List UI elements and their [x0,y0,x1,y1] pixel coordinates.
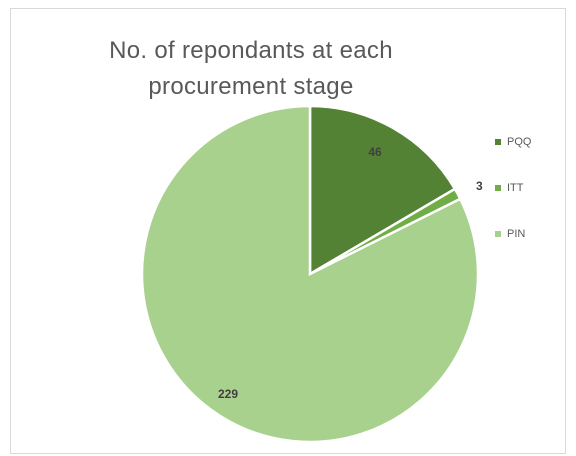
legend-item-pin: PIN [495,227,531,241]
legend-item-itt: ITT [495,181,531,195]
data-label-pin: 229 [218,387,238,401]
legend: PQQ ITT PIN [495,135,531,273]
legend-label-pqq: PQQ [507,136,532,148]
legend-swatch-pqq [495,139,501,145]
chart-title: No. of repondants at each procurement st… [101,33,401,105]
data-label-pqq: 46 [368,145,382,159]
chart-title-line-1: No. of repondants at each [109,37,393,64]
data-label-itt: 3 [476,179,483,193]
legend-label-itt: ITT [507,182,524,194]
pie-slice-pin [140,104,480,444]
legend-label-pin: PIN [507,228,526,240]
chart-title-line-2: procurement stage [148,73,354,100]
legend-swatch-itt [495,185,501,191]
legend-swatch-pin [495,231,501,237]
legend-item-pqq: PQQ [495,135,531,149]
pie-slice-pqq [308,104,457,277]
